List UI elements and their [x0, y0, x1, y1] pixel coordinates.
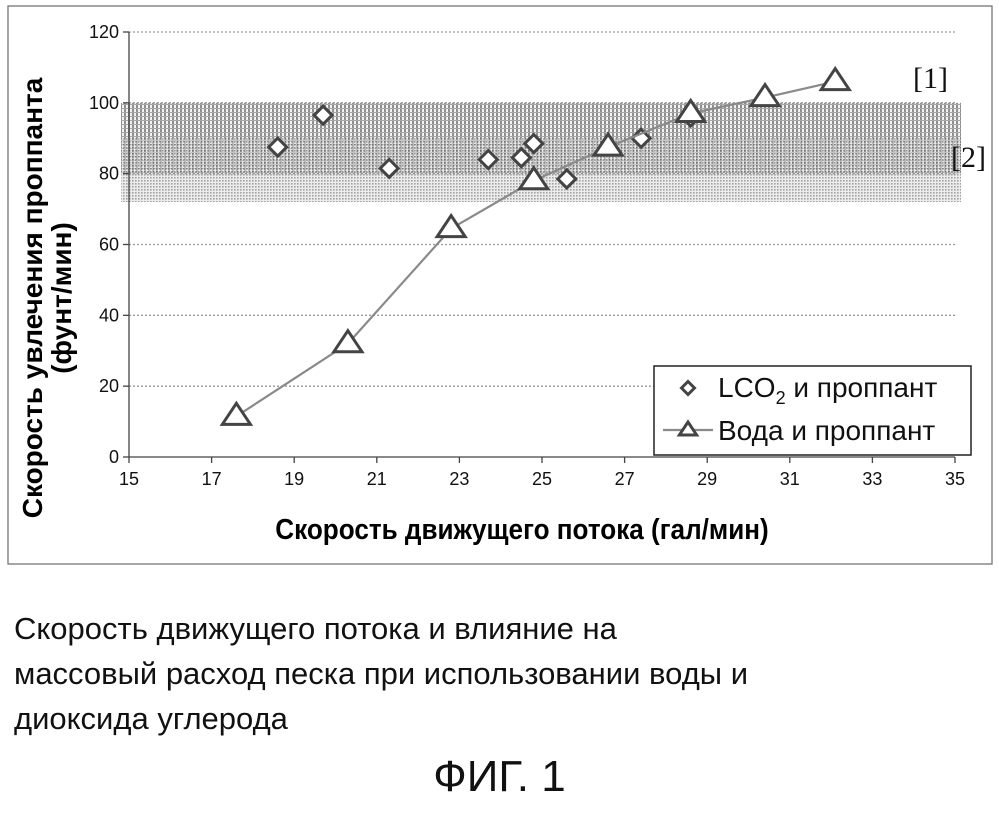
y-axis-title-line2: (фунт/мин) [46, 222, 77, 374]
x-tick-label: 17 [202, 469, 222, 489]
y-tick-label: 20 [99, 376, 119, 396]
chart: 0 20 40 60 80 100 120 15 17 19 21 23 25 27 29 31 33 35 [1… [0, 0, 999, 580]
band-label-2: [2] [951, 141, 986, 174]
y-tick-label: 120 [89, 22, 119, 42]
x-tick-label: 31 [780, 469, 800, 489]
y-tick-label: 60 [99, 235, 119, 255]
x-tick-label: 19 [284, 469, 304, 489]
point-water [222, 403, 250, 424]
legend-label-lco2-rest: и проппант [786, 372, 938, 403]
x-tick-label: 25 [532, 469, 552, 489]
caption-line-1: Скорость движущего потока и влияние на [14, 606, 974, 651]
x-tick-label: 27 [615, 469, 635, 489]
x-tick-label: 35 [945, 469, 965, 489]
legend-label-water: Вода и проппант [718, 415, 935, 446]
legend-label-lco2-sub: 2 [776, 388, 786, 408]
y-tick-label: 100 [89, 93, 119, 113]
y-tick-label: 80 [99, 164, 119, 184]
band-2 [121, 138, 961, 202]
x-tick-label: 33 [862, 469, 882, 489]
x-tick-label: 23 [449, 469, 469, 489]
figure-label: ФИГ. 1 [0, 752, 999, 802]
caption-line-2: массовый расход песка при использовании … [14, 651, 974, 696]
band-label-1: [1] [913, 62, 948, 95]
y-axis-title-line1: Скорость увлечения проппанта [17, 77, 48, 518]
point-water [821, 69, 849, 90]
x-tick-label: 15 [119, 469, 139, 489]
x-tick-label: 29 [697, 469, 717, 489]
caption-line-3: диоксида углерода [14, 696, 974, 741]
x-axis-title: Скорость движущего потока (гал/мин) [275, 513, 768, 546]
legend: LCO2 и проппант Вода и проппант [654, 366, 971, 455]
x-tick-label: 21 [367, 469, 387, 489]
point-water [437, 216, 465, 237]
legend-label-lco2: LCO2 и проппант [718, 372, 937, 408]
y-tick-label: 0 [109, 447, 119, 467]
y-tick-label: 40 [99, 305, 119, 325]
figure-caption: Скорость движущего потока и влияние на м… [14, 606, 974, 741]
legend-label-lco2-main: LCO [718, 372, 776, 403]
